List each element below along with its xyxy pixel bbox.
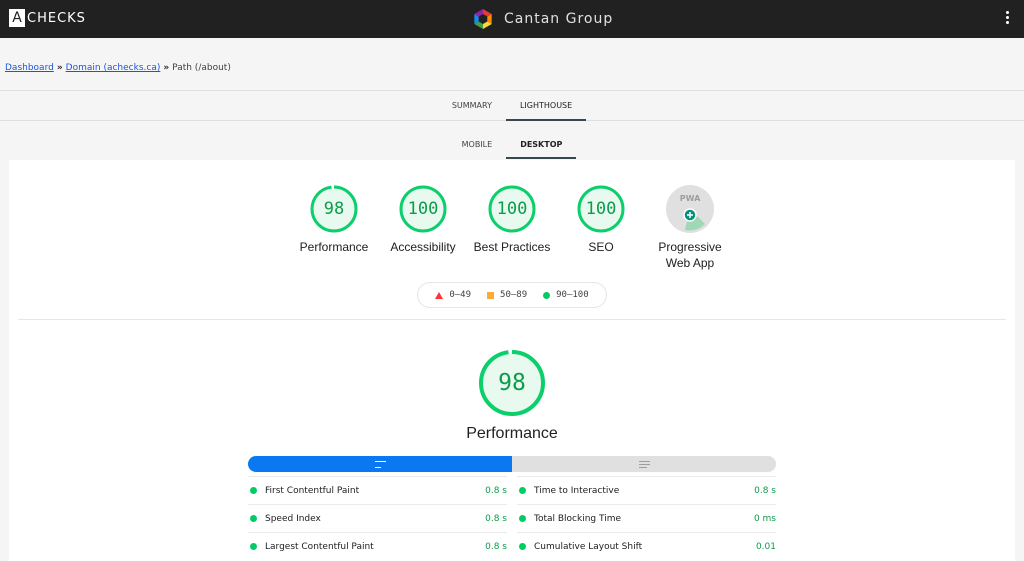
- gauge-score: 100: [496, 199, 528, 219]
- metrics-view-toggle: [248, 456, 776, 472]
- legend-label: 90–100: [556, 290, 589, 300]
- gauge-accessibility[interactable]: 100 Accessibility: [378, 184, 468, 255]
- metric-name: Largest Contentful Paint: [265, 541, 374, 552]
- view-detailed-toggle[interactable]: [512, 456, 776, 472]
- view-summary-toggle[interactable]: [248, 456, 512, 472]
- metric-value: 0.8 s: [485, 485, 507, 496]
- tabs-top-divider: [0, 90, 1024, 91]
- metric-largest-contentful-paint: Largest Contentful Paint 0.8 s: [248, 532, 507, 560]
- gauge-score: 98: [323, 199, 345, 219]
- pass-circle-icon: [250, 515, 257, 522]
- triangle-icon: [435, 291, 444, 299]
- top-bar: A CHECKS Cantan Group: [0, 0, 1024, 38]
- metric-name: Total Blocking Time: [534, 513, 622, 524]
- legend-pass: 90–100: [543, 290, 589, 300]
- metric-time-to-interactive: Time to Interactive 0.8 s: [517, 476, 776, 504]
- legend-label: 0–49: [449, 290, 472, 300]
- gauge-best-practices[interactable]: 100 Best Practices: [467, 184, 557, 255]
- device-tabs: MOBILE DESKTOP: [0, 131, 1024, 159]
- metric-first-contentful-paint: First Contentful Paint 0.8 s: [248, 476, 507, 504]
- metric-value: 0.01: [755, 541, 776, 552]
- pass-circle-icon: [250, 543, 257, 550]
- pwa-badge-icon: PWA: [666, 185, 714, 233]
- performance-score: 98: [498, 370, 526, 396]
- pass-circle-icon: [519, 515, 526, 522]
- section-divider: [18, 319, 1006, 320]
- gauge-score: 100: [585, 199, 617, 219]
- gauge-label: Best Practices: [473, 240, 551, 254]
- metric-value: 0.8 s: [754, 485, 776, 496]
- logo-letter: A: [9, 9, 25, 27]
- gauge-label: SEO: [588, 240, 614, 254]
- pass-circle-icon: [519, 543, 526, 550]
- square-icon: [487, 291, 495, 299]
- metric-name: First Contentful Paint: [265, 485, 360, 496]
- metric-name: Speed Index: [265, 513, 321, 524]
- brand-name: Cantan Group: [504, 11, 614, 27]
- lines-compact-icon: [374, 460, 386, 468]
- cantan-logo-icon: [474, 9, 492, 29]
- gauge-label: Progressive Web App: [658, 240, 722, 270]
- metric-name: Time to Interactive: [534, 485, 620, 496]
- svg-text:PWA: PWA: [680, 194, 701, 203]
- lines-expanded-icon: [638, 460, 650, 468]
- gauge-pwa[interactable]: PWA Progressive Web App: [645, 184, 735, 271]
- category-gauges: 98 Performance 100 Accessibility 100 Bes…: [289, 184, 749, 274]
- main-tabs: SUMMARY LIGHTHOUSE: [0, 91, 1024, 121]
- breadcrumb-dashboard[interactable]: Dashboard: [5, 63, 54, 73]
- tab-lighthouse[interactable]: LIGHTHOUSE: [505, 91, 587, 121]
- gauge-label: Accessibility: [390, 240, 456, 254]
- more-menu-icon[interactable]: [1004, 11, 1010, 25]
- legend-fail: 0–49: [435, 290, 471, 300]
- metric-total-blocking-time: Total Blocking Time 0 ms: [517, 504, 776, 532]
- gauge-performance[interactable]: 98 Performance: [289, 184, 379, 255]
- metric-speed-index: Speed Index 0.8 s: [248, 504, 507, 532]
- logo-text: CHECKS: [27, 10, 86, 26]
- score-legend: 0–49 50–89 90–100: [417, 282, 607, 308]
- breadcrumb-domain[interactable]: Domain (achecks.ca): [65, 63, 161, 73]
- performance-gauge-large: 98: [477, 348, 547, 418]
- performance-title: Performance: [466, 425, 558, 442]
- legend-label: 50–89: [500, 290, 528, 300]
- gauge-score: 100: [407, 199, 439, 219]
- pass-circle-icon: [250, 487, 257, 494]
- metric-value: 0 ms: [753, 513, 776, 524]
- metrics-list: First Contentful Paint 0.8 s Time to Inte…: [248, 476, 776, 560]
- pass-circle-icon: [519, 487, 526, 494]
- lighthouse-report: 98 Performance 100 Accessibility 100 Bes…: [9, 160, 1015, 561]
- metric-value: 0.8 s: [485, 541, 507, 552]
- breadcrumb: Dashboard» Domain (achecks.ca)» Path (/abo…: [5, 63, 231, 73]
- gauge-label: Performance: [299, 240, 369, 254]
- breadcrumb-separator: »: [163, 63, 170, 73]
- tab-mobile[interactable]: MOBILE: [461, 140, 493, 149]
- breadcrumb-current-path: Path (/about): [172, 63, 231, 73]
- legend-average: 50–89: [487, 290, 527, 300]
- metric-name: Cumulative Layout Shift: [534, 541, 643, 552]
- achecks-logo[interactable]: A CHECKS: [9, 9, 86, 27]
- breadcrumb-separator: »: [56, 63, 63, 73]
- tab-summary[interactable]: SUMMARY: [451, 101, 492, 110]
- tab-desktop[interactable]: DESKTOP: [506, 131, 577, 159]
- metric-value: 0.8 s: [485, 513, 507, 524]
- circle-icon: [543, 291, 551, 299]
- brand: Cantan Group: [472, 8, 613, 30]
- gauge-seo[interactable]: 100 SEO: [556, 184, 646, 255]
- metric-cumulative-layout-shift: Cumulative Layout Shift 0.01: [517, 532, 776, 560]
